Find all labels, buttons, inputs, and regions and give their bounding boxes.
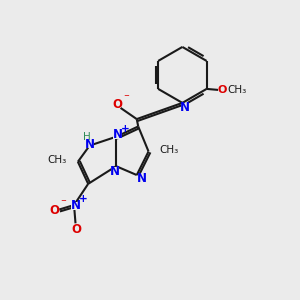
Text: N: N [137, 172, 147, 185]
Text: N: N [180, 101, 190, 114]
FancyBboxPatch shape [48, 156, 67, 164]
FancyBboxPatch shape [50, 207, 58, 215]
Text: ⁻: ⁻ [60, 199, 66, 208]
FancyBboxPatch shape [160, 146, 178, 154]
Text: CH₃: CH₃ [48, 155, 67, 165]
FancyBboxPatch shape [71, 202, 80, 210]
Text: ⁻: ⁻ [123, 94, 129, 103]
Text: N: N [85, 138, 94, 151]
Text: +: + [121, 124, 130, 134]
FancyBboxPatch shape [85, 140, 94, 148]
Text: O: O [112, 98, 122, 111]
Text: N: N [70, 199, 80, 212]
Text: O: O [217, 85, 226, 95]
Text: N: N [112, 128, 123, 141]
Text: O: O [49, 205, 59, 218]
Text: O: O [72, 223, 82, 236]
FancyBboxPatch shape [181, 104, 189, 112]
FancyBboxPatch shape [138, 174, 146, 183]
FancyBboxPatch shape [73, 226, 81, 234]
FancyBboxPatch shape [113, 130, 122, 139]
Text: +: + [79, 194, 88, 204]
FancyBboxPatch shape [110, 167, 119, 175]
Text: CH₃: CH₃ [160, 145, 179, 155]
FancyBboxPatch shape [82, 133, 91, 142]
Text: H: H [83, 132, 91, 142]
Text: N: N [110, 165, 120, 178]
FancyBboxPatch shape [113, 100, 121, 109]
Text: CH₃: CH₃ [228, 85, 247, 95]
FancyBboxPatch shape [218, 86, 226, 94]
FancyBboxPatch shape [228, 86, 247, 94]
